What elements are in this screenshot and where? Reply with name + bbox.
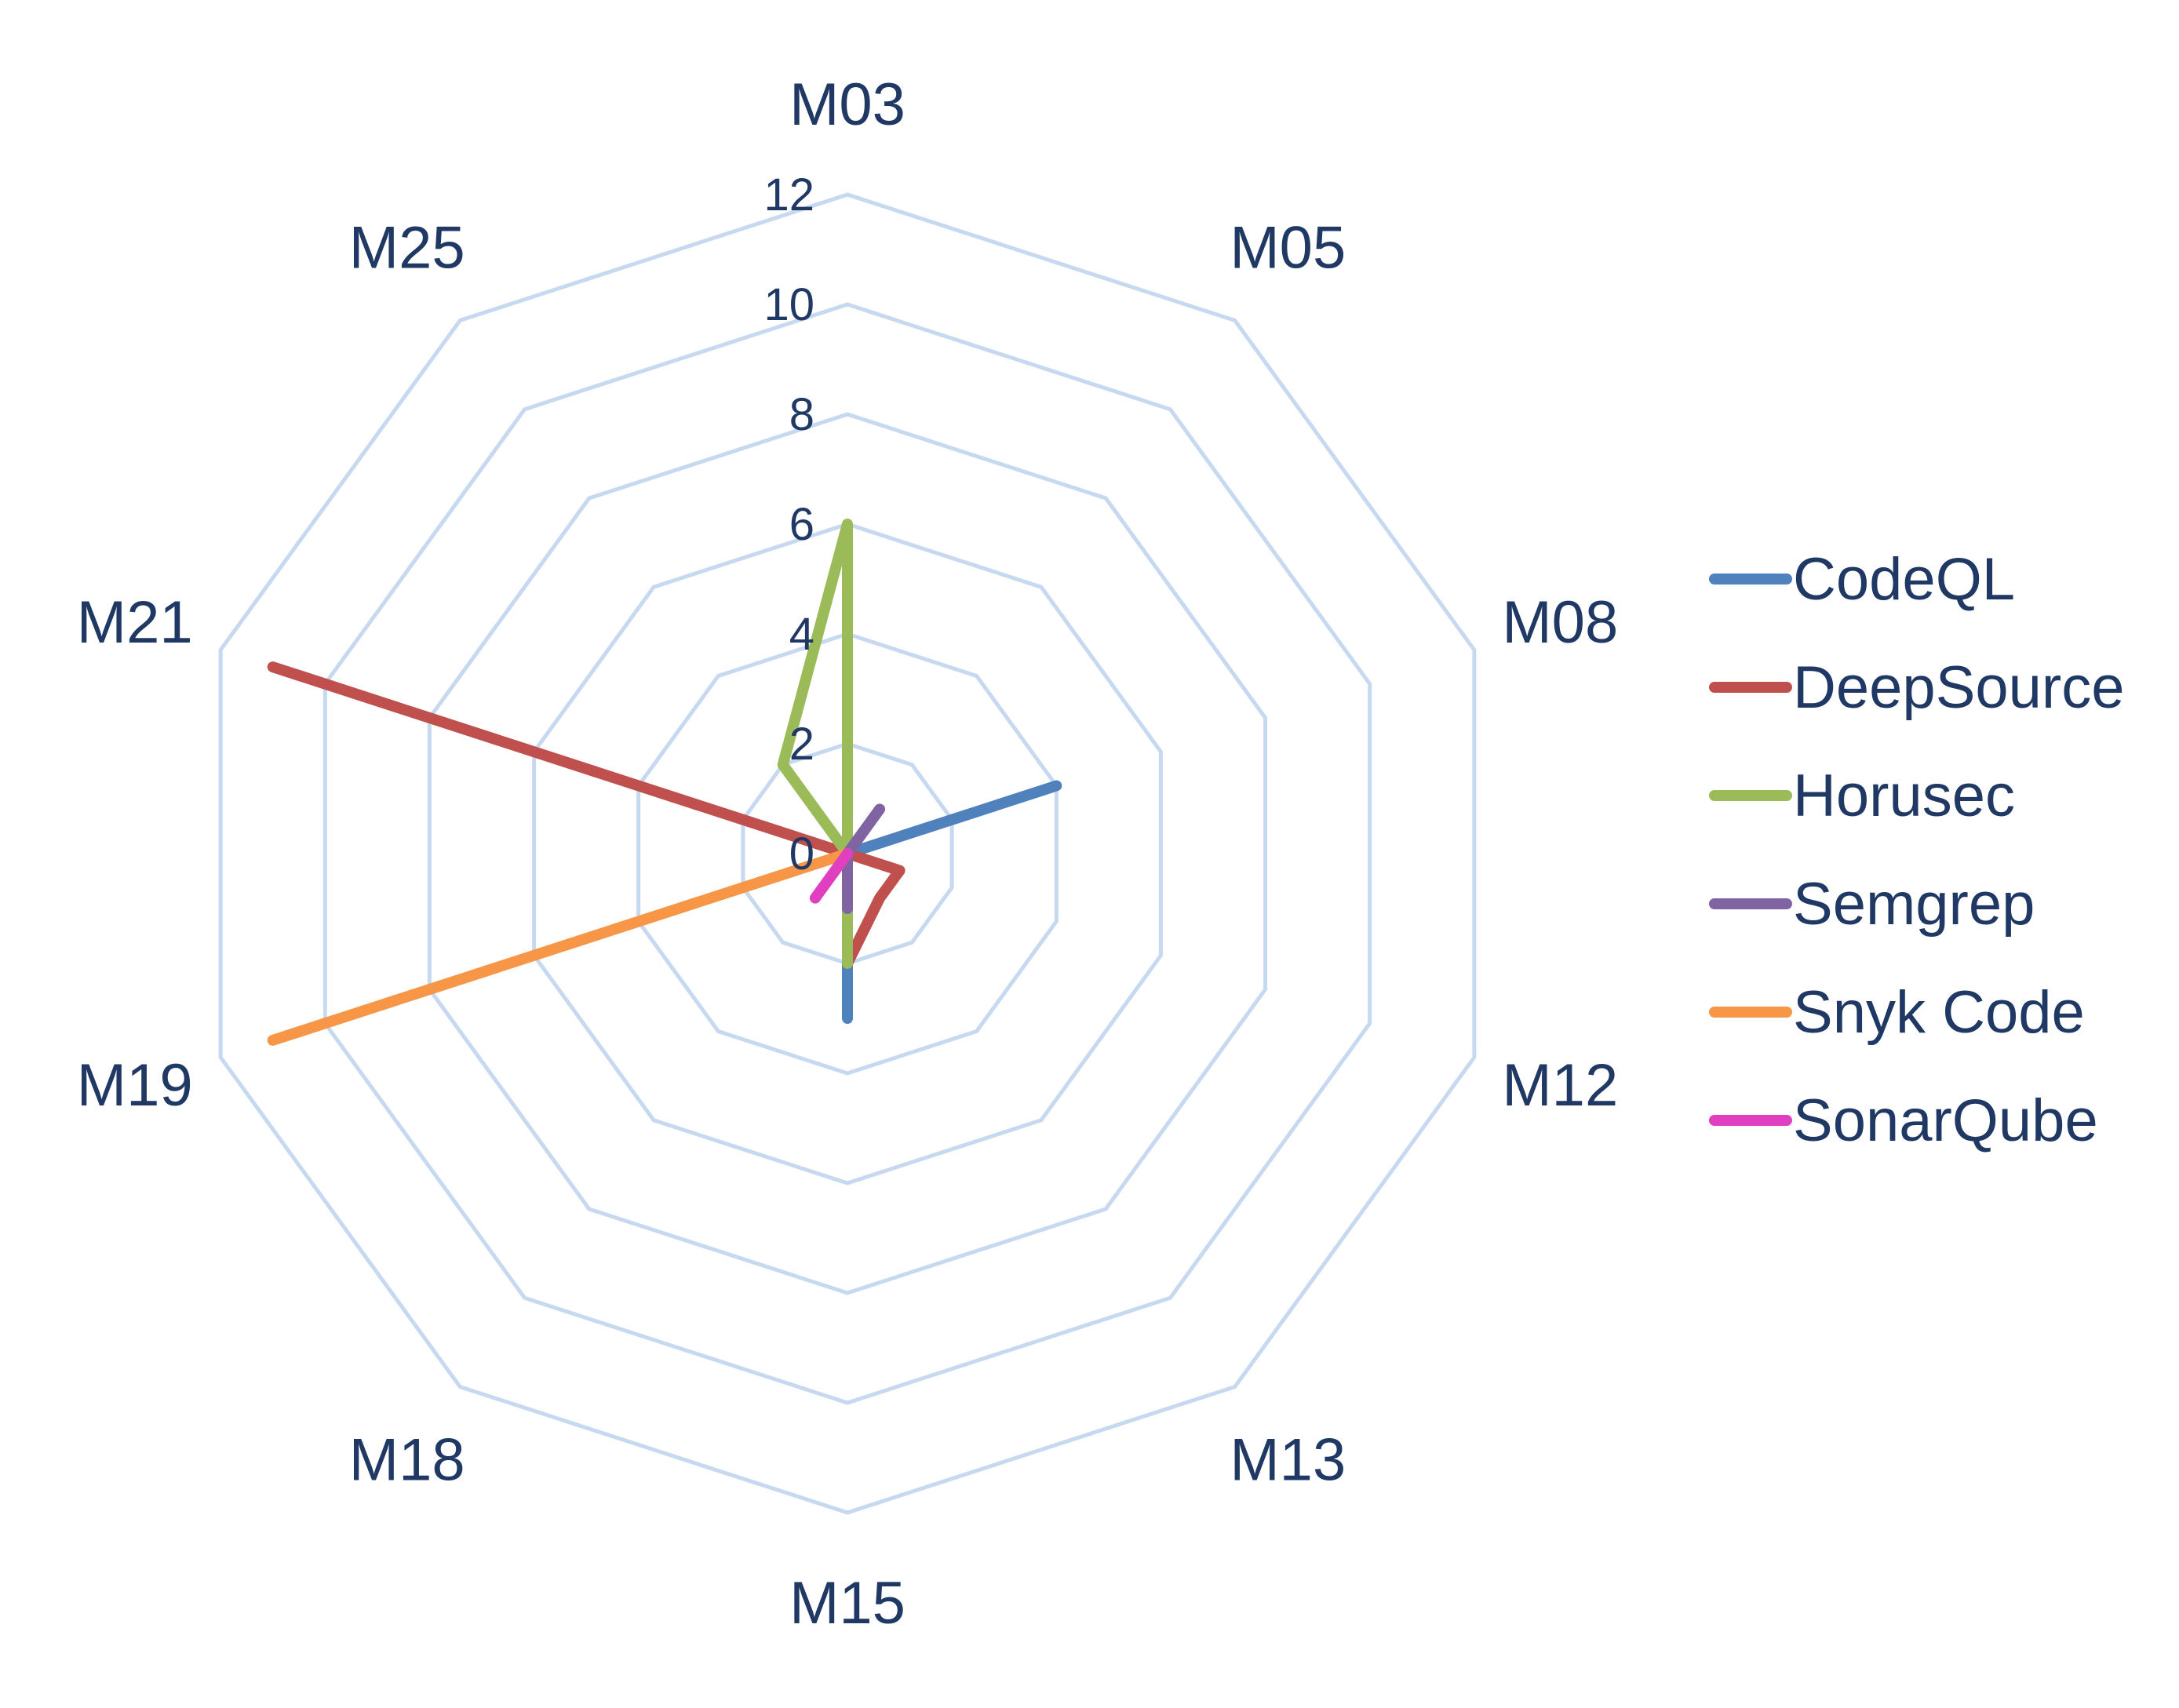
grid-ring-4 xyxy=(636,632,1059,1076)
category-labels: M03 M05 M08 M12 M13 M15 M18 M19 M21 M25 xyxy=(77,71,1618,1637)
category-label-m21: M21 xyxy=(77,589,193,656)
series-snyk-code xyxy=(267,848,853,1046)
tick-label: 12 xyxy=(763,169,814,220)
legend-label: DeepSource xyxy=(1793,654,2125,721)
series-layer xyxy=(267,519,1062,1046)
grid-ring-8 xyxy=(427,412,1268,1295)
legend-entry: SonarQube xyxy=(1709,1087,2098,1154)
legend-entry: CodeQL xyxy=(1709,546,2015,613)
category-label-m19: M19 xyxy=(77,1052,193,1119)
grid-ring-6 xyxy=(532,522,1163,1185)
grid-ring-12 xyxy=(218,192,1477,1515)
legend-label: SonarQube xyxy=(1793,1087,2098,1154)
category-label-m03: M03 xyxy=(789,71,905,138)
legend-entry: Semgrep xyxy=(1709,871,2035,938)
category-label-m15: M15 xyxy=(789,1570,905,1637)
legend-entry: Horusec xyxy=(1709,763,2015,829)
category-label-m05: M05 xyxy=(1230,214,1346,281)
legend-label: CodeQL xyxy=(1793,546,2015,613)
grid xyxy=(218,192,1477,1515)
series-sonarqube xyxy=(809,848,853,904)
radial-axis-ticks: 0 2 4 6 8 10 12 xyxy=(763,169,814,879)
category-label-m18: M18 xyxy=(349,1427,465,1494)
legend: CodeQL DeepSource Horusec Semgrep Snyk Code S… xyxy=(1709,546,2125,1154)
legend-entry: DeepSource xyxy=(1709,654,2125,721)
category-label-m25: M25 xyxy=(349,214,465,281)
category-label-m13: M13 xyxy=(1230,1427,1346,1494)
tick-label: 4 xyxy=(789,609,814,660)
legend-label: Semgrep xyxy=(1793,871,2035,938)
tick-label: 2 xyxy=(789,719,814,770)
grid-ring-10 xyxy=(322,302,1372,1405)
tick-label: 6 xyxy=(789,499,814,550)
legend-label: Snyk Code xyxy=(1793,979,2085,1046)
category-label-m12: M12 xyxy=(1502,1052,1618,1119)
legend-entry: Snyk Code xyxy=(1709,979,2085,1046)
tick-label: 0 xyxy=(789,829,814,879)
category-label-m08: M08 xyxy=(1502,589,1618,656)
series-deepsource xyxy=(267,661,905,969)
tick-label: 10 xyxy=(763,279,814,330)
legend-label: Horusec xyxy=(1793,763,2015,829)
tick-label: 8 xyxy=(789,389,814,440)
